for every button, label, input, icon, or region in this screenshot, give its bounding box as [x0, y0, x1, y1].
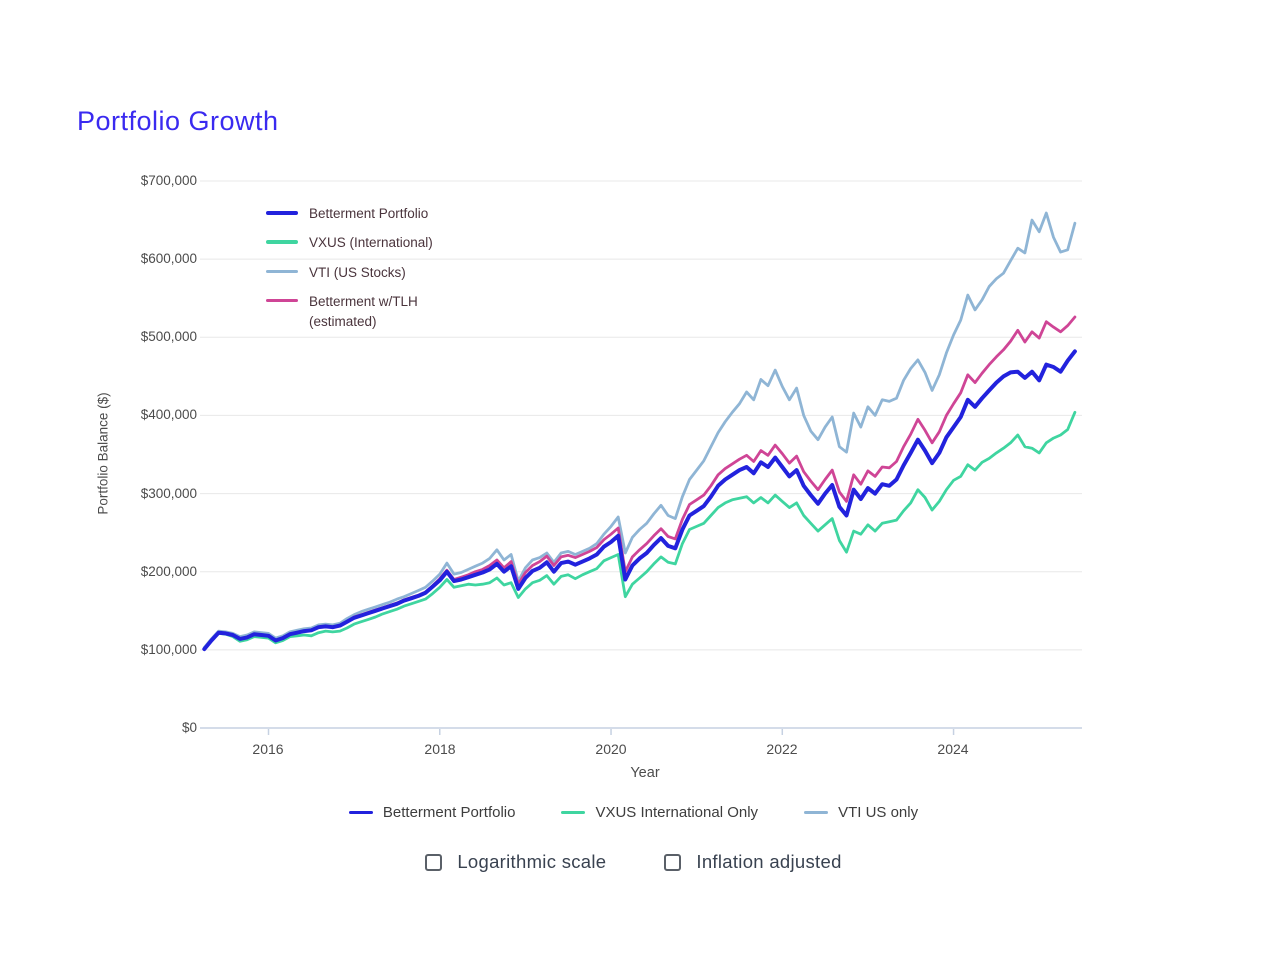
series-line-vxus [202, 410, 1077, 650]
legend-line-swatch [804, 811, 829, 814]
legend-label: Betterment w/TLH (estimated) [309, 292, 418, 333]
series-line-betterment-tlh [202, 315, 1077, 651]
legend-line-swatch [266, 240, 298, 244]
inflation-adjusted-option[interactable]: Inflation adjusted [664, 851, 841, 873]
x-axis-title: Year [630, 765, 660, 781]
y-tick-label: $600,000 [140, 251, 197, 266]
chart-legend: Betterment Portfolio VXUS (International… [266, 204, 433, 332]
y-tick-label: $300,000 [140, 486, 197, 501]
y-tick-label: $700,000 [140, 173, 197, 188]
legend-label: VXUS (International) [309, 235, 433, 251]
x-tick-label: 2018 [424, 741, 456, 757]
legend-item-vti: VTI (US Stocks) [266, 263, 433, 283]
legend-line-swatch [266, 211, 298, 215]
logarithmic-scale-checkbox[interactable] [425, 853, 443, 871]
page-title: Portfolio Growth [77, 106, 279, 136]
inflation-adjusted-label[interactable]: Inflation adjusted [696, 851, 842, 872]
legend-line-swatch [561, 811, 586, 814]
x-tick-label: 2020 [595, 741, 627, 757]
bottom-legend-label: VXUS International Only [595, 804, 759, 821]
legend-line-swatch [266, 269, 298, 273]
legend-label-line2: (estimated) [309, 314, 377, 329]
series-line-vti [202, 211, 1077, 649]
legend-label: Betterment Portfolio [309, 206, 429, 221]
inflation-adjusted-checkbox[interactable] [664, 853, 682, 871]
series-line-betterment [202, 349, 1077, 652]
legend-item-betterment: Betterment Portfolio [266, 204, 433, 224]
legend-line-swatch [266, 298, 298, 303]
bottom-legend-item-vxus: VXUS International Only [561, 804, 758, 821]
chart-options: Logarithmic scale Inflation adjusted [0, 851, 1267, 873]
y-tick-label: $400,000 [140, 407, 197, 422]
legend-item-betterment-tlh: Betterment w/TLH (estimated) [266, 292, 433, 333]
bottom-legend-item-betterment: Betterment Portfolio [348, 804, 516, 821]
x-tick-label: 2024 [937, 741, 969, 757]
x-tick-label: 2022 [766, 741, 798, 757]
y-tick-label: $0 [181, 720, 197, 735]
legend-label-line1: Betterment w/TLH [309, 293, 418, 309]
y-tick-label: $100,000 [140, 642, 197, 657]
y-axis-title: Portfolio Balance ($) [95, 392, 111, 515]
bottom-legend-item-vti: VTI US only [804, 804, 918, 821]
logarithmic-scale-label[interactable]: Logarithmic scale [457, 851, 607, 872]
y-tick-label: $500,000 [140, 329, 197, 344]
bottom-legend: Betterment Portfolio VXUS International … [0, 804, 1267, 821]
bottom-legend-label: VTI US only [838, 804, 919, 821]
legend-label: VTI (US Stocks) [309, 264, 406, 280]
y-tick-label: $200,000 [140, 564, 197, 579]
x-tick-label: 2016 [252, 741, 284, 757]
logarithmic-scale-option[interactable]: Logarithmic scale [425, 851, 606, 873]
legend-line-swatch [348, 811, 373, 814]
legend-item-vxus: VXUS (International) [266, 233, 433, 253]
bottom-legend-label: Betterment Portfolio [382, 804, 516, 821]
